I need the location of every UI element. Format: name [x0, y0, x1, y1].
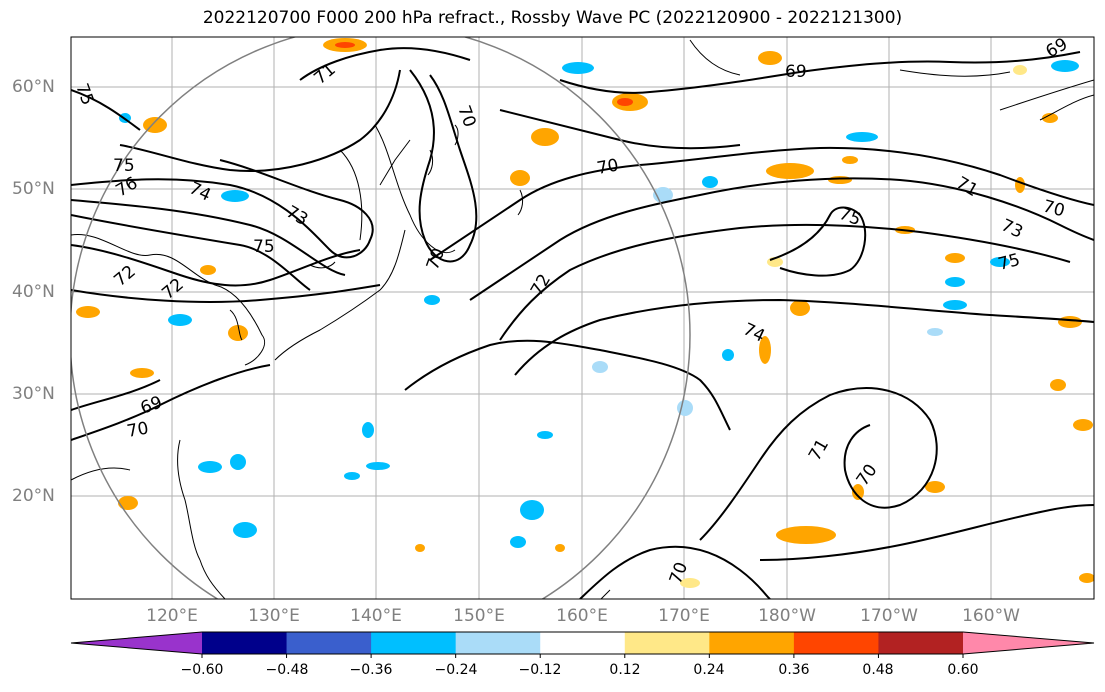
contour-lines [71, 47, 1094, 599]
colorbar-tick-label: 0.24 [693, 662, 725, 678]
colorbar-swatch [202, 632, 288, 654]
contour-label: 70 [595, 155, 620, 178]
colorbar-tick-label: −0.60 [180, 662, 224, 678]
colorbar [70, 631, 1095, 658]
colorbar-tick-label: −0.12 [518, 662, 562, 678]
contour-label: 75 [253, 237, 275, 257]
lat-label: 20°N [12, 486, 55, 506]
map-frame [70, 36, 1095, 600]
lon-label: 170°W [860, 606, 918, 626]
colorbar-swatch [709, 632, 795, 654]
colorbar-swatch [624, 632, 710, 654]
colorbar-tick-label: 0.48 [862, 662, 894, 678]
colorbar-tick-label: 0.36 [778, 662, 810, 678]
lat-label: 40°N [12, 282, 55, 302]
contour-label: 69 [785, 62, 807, 82]
colorbar-extend-max [963, 632, 1094, 654]
map-title: 2022120700 F000 200 hPa refract., Rossby… [202, 8, 903, 28]
lat-label: 50°N [12, 179, 55, 199]
lon-label: 150°E [453, 606, 505, 626]
reference-circle [71, 37, 691, 599]
contour-label: 75 [113, 156, 135, 176]
colorbar-tick-label: 0.60 [947, 662, 979, 678]
lat-label: 30°N [12, 384, 55, 404]
lon-label: 130°E [248, 606, 300, 626]
lon-label: 120°E [146, 606, 198, 626]
lon-label: 140°E [350, 606, 402, 626]
contour-label: 70 [125, 418, 150, 441]
colorbar-swatch [793, 632, 879, 654]
contour-thin [309, 124, 611, 599]
lon-label: 180°W [758, 606, 816, 626]
lon-label: 160°E [556, 606, 608, 626]
lon-label: 160°W [962, 606, 1020, 626]
lat-label: 60°N [12, 77, 55, 97]
colorbar-swatch [371, 632, 457, 654]
colorbar-tick-label: −0.36 [349, 662, 393, 678]
colorbar-tick-label: −0.48 [265, 662, 309, 678]
lon-label: 170°E [658, 606, 710, 626]
colorbar-swatch [540, 632, 626, 654]
colorbar-swatch [455, 632, 541, 654]
colorbar-extend-min [71, 632, 202, 654]
colorbar-swatch [878, 632, 964, 654]
colorbar-swatch [286, 632, 372, 654]
colorbar-tick-label: 0.12 [609, 662, 641, 678]
colorbar-tick-label: −0.24 [434, 662, 478, 678]
